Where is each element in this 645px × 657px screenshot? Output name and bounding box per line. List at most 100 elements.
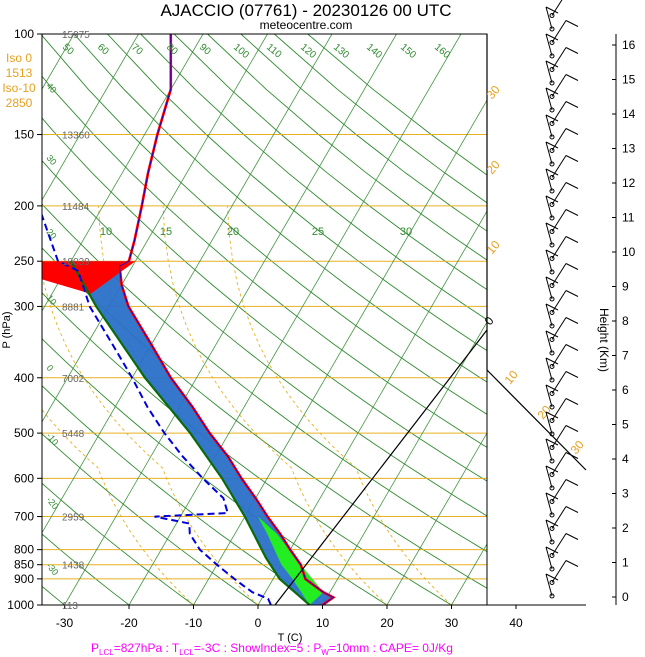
wind-barb-flag — [545, 87, 559, 95]
wind-barb-flag — [565, 398, 579, 405]
wind-barb-staff — [545, 357, 553, 381]
pressure-tick-label: 600 — [14, 471, 34, 485]
height-label: 7002 — [62, 374, 85, 385]
wind-station-circle — [549, 121, 555, 126]
adiabat-label: 30 — [400, 226, 412, 238]
pressure-tick-label: 400 — [14, 371, 34, 385]
wind-barb-flag — [565, 20, 579, 27]
height-label: 13360 — [62, 131, 90, 142]
wind-barb-staff — [551, 425, 567, 448]
height-tick-label: 11 — [622, 211, 635, 225]
chart-subtitle: meteocentre.com — [260, 18, 353, 32]
adiabat-label: 30 — [44, 153, 58, 167]
wind-station-circle — [549, 283, 555, 288]
wind-station-circle — [549, 499, 555, 504]
wind-barb-staff — [551, 182, 567, 205]
adiabat-label: 10 — [100, 226, 112, 238]
temperature-tick-label: 30 — [445, 616, 459, 630]
wind-barb-staff — [545, 519, 553, 543]
isotherm-line — [193, 99, 487, 605]
temperature-tick-label: -30 — [56, 616, 74, 630]
pressure-tick-label: 900 — [14, 572, 34, 586]
wind-barb-staff — [551, 317, 567, 340]
wind-station-circle — [549, 269, 555, 275]
adiabat-label: 40 — [44, 81, 58, 95]
wind-barb-flag — [565, 47, 579, 54]
wind-barb-flag — [565, 479, 579, 486]
adiabat-label: 90 — [197, 42, 213, 58]
pressure-tick-label: 500 — [14, 426, 34, 440]
wind-barb-staff — [545, 141, 553, 165]
wind-barb-staff — [551, 506, 567, 529]
adiabat-label: 25 — [312, 226, 324, 238]
wind-barb-flag — [545, 114, 559, 122]
wind-barb-staff — [551, 128, 567, 151]
wind-barb-flag — [545, 330, 559, 338]
dry-adiabat-line — [274, 34, 487, 204]
wind-station-circle — [549, 553, 555, 558]
height-tick-label: 5 — [622, 418, 629, 432]
height-tick-label: 7 — [622, 349, 629, 363]
wind-station-circle — [549, 67, 555, 72]
wind-station-circle — [549, 94, 555, 99]
height-axis-label: Height (Km) — [597, 308, 611, 372]
wind-barb-staff — [545, 303, 553, 327]
pressure-tick-label: 1000 — [7, 598, 34, 612]
wind-barb-staff — [551, 290, 567, 313]
wind-barb-flag — [565, 236, 579, 243]
dry-adiabat-line — [173, 34, 487, 291]
wind-station-circle — [549, 404, 555, 410]
wind-station-circle — [549, 472, 555, 477]
red-area — [42, 261, 136, 294]
wind-barbs — [545, 0, 579, 599]
adiabat-label: 0 — [44, 363, 55, 373]
wind-barb-staff — [551, 47, 567, 70]
wind-barb-staff — [545, 411, 553, 435]
wind-barb-flag — [545, 519, 559, 527]
wind-station-circle — [549, 350, 555, 356]
isotherm-line — [64, 34, 397, 605]
isotherm-line — [386, 432, 487, 605]
wind-barb-staff — [545, 465, 553, 489]
wind-station-circle — [549, 107, 555, 113]
adiabat-label: 140 — [364, 42, 384, 61]
wind-station-circle — [549, 526, 555, 531]
height-tick-label: 15 — [622, 73, 636, 87]
wind-barb-flag — [545, 249, 559, 257]
wind-barb-staff — [545, 87, 553, 111]
wind-barb-flag — [565, 101, 579, 108]
wind-station-circle — [549, 458, 555, 464]
y-axis-label: P (hPa) — [1, 311, 13, 348]
temperature-tick-label: 40 — [509, 616, 523, 630]
parcel-line — [69, 260, 311, 605]
wind-barb-flag — [545, 573, 559, 581]
wind-barb-flag — [565, 74, 579, 81]
wind-barb-flag — [545, 465, 559, 473]
wind-barb-staff — [545, 492, 553, 516]
adiabat-label: 15 — [160, 226, 172, 238]
wind-station-circle — [549, 377, 555, 383]
wind-barb-flag — [565, 452, 579, 459]
temperature-outline — [119, 34, 335, 605]
wind-barb-staff — [545, 114, 553, 138]
adiabat-label: 70 — [129, 42, 145, 58]
wind-barb-flag — [565, 371, 579, 378]
wind-station-circle — [549, 593, 555, 599]
wind-station-circle — [549, 26, 555, 32]
moist-adiabat-line — [98, 205, 323, 605]
height-label: 5448 — [62, 429, 85, 440]
pressure-tick-label: 800 — [14, 543, 34, 557]
pressure-tick-label: 200 — [14, 199, 34, 213]
wind-barb-staff — [545, 438, 553, 462]
iso10-label: Iso-10 — [2, 81, 36, 95]
pressure-tick-label: 100 — [14, 27, 34, 41]
wind-barb-flag — [545, 411, 559, 419]
height-tick-label: 8 — [622, 314, 629, 328]
wind-station-circle — [549, 296, 555, 302]
iso10-value: 2850 — [6, 96, 33, 110]
temperature-axis: -30 -20 -10 0 10 20 30 40 — [56, 605, 523, 630]
profiles — [42, 34, 336, 605]
x-axis-label: T (C) — [278, 632, 303, 644]
wind-barb-staff — [551, 452, 567, 475]
